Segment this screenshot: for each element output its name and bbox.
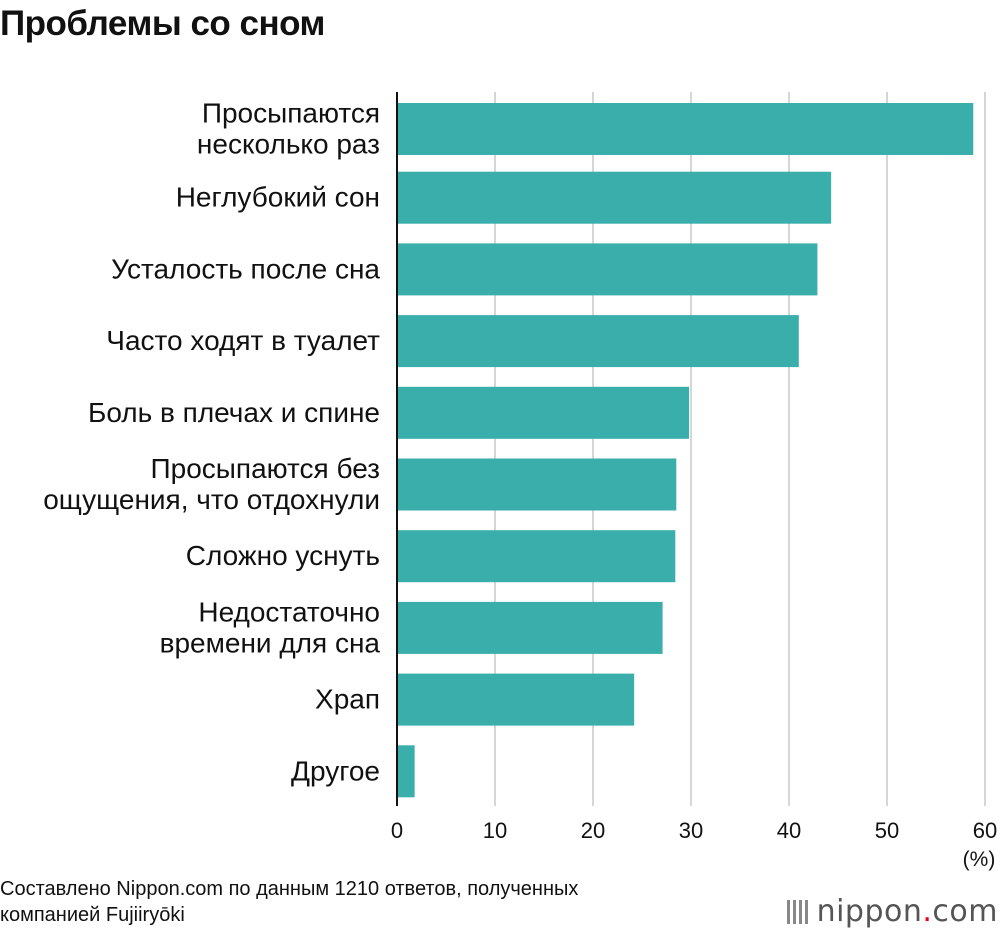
bar: [398, 601, 663, 654]
bar: [398, 530, 676, 583]
category-label: ощущения, что отдохнули: [43, 484, 380, 515]
bar: [398, 103, 974, 155]
x-tick-labels: 0 10 20 30 40 50 60: [391, 818, 997, 843]
chart-title: Проблемы со сном: [0, 4, 325, 43]
category-label: времени для сна: [160, 627, 381, 658]
category-label: несколько раз: [197, 129, 380, 160]
category-label: Боль в плечах и спине: [88, 397, 380, 428]
bar: [398, 386, 690, 439]
category-label: Часто ходят в туалет: [106, 325, 380, 356]
category-label: Неглубокий сон: [176, 182, 380, 213]
bars-group: [398, 103, 974, 798]
category-label: Недостаточно: [198, 596, 380, 627]
bar: [398, 315, 799, 368]
bar: [398, 458, 677, 511]
x-tick-label: 20: [581, 818, 605, 843]
source-line-1: Составлено Nippon.com по данным 1210 отв…: [0, 878, 579, 900]
x-tick-label: 10: [483, 818, 507, 843]
x-tick-label: 40: [777, 818, 801, 843]
x-tick-label: 60: [973, 818, 997, 843]
logo-stripes-icon: [786, 900, 809, 924]
category-label: Другое: [291, 755, 380, 786]
source-line-2: компанией Fujiiryōki: [0, 904, 185, 926]
nippon-logo: nippon.com: [786, 894, 998, 929]
category-label: Усталость после сна: [111, 253, 380, 284]
category-label: Просыпаются: [202, 98, 380, 129]
x-tick-label: 30: [679, 818, 703, 843]
bar: [398, 745, 415, 798]
logo-dot: .: [922, 894, 933, 929]
logo-text: nippon: [816, 894, 923, 929]
x-tick-label: 50: [875, 818, 899, 843]
x-tick-label: 0: [391, 818, 403, 843]
bar: [398, 673, 635, 726]
x-axis-unit: (%): [963, 848, 996, 871]
category-label: Просыпаются без: [151, 453, 380, 484]
source-note: Составлено Nippon.com по данным 1210 отв…: [0, 876, 578, 928]
logo-suffix: com: [932, 894, 998, 929]
bar: [398, 243, 818, 296]
bar: [398, 171, 832, 224]
category-label: Сложно уснуть: [186, 540, 380, 571]
category-label: Храп: [315, 684, 380, 715]
